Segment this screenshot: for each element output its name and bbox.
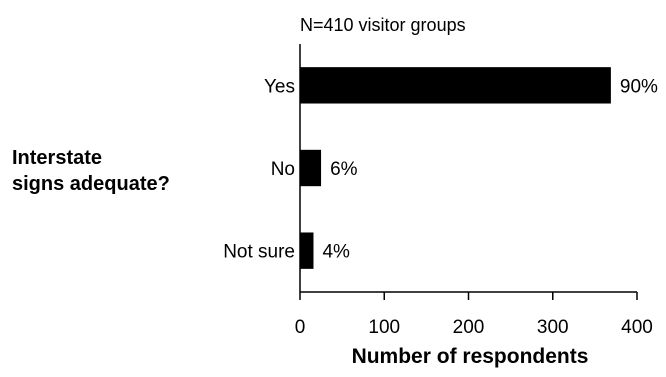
y-axis-title-line-1: Interstate <box>12 147 102 169</box>
category-label: Not sure <box>223 242 295 263</box>
bar-yes <box>300 67 611 104</box>
chart-subtitle: N=410 visitor groups <box>300 15 466 35</box>
bar-no <box>300 149 322 187</box>
y-axis-title-line-2: signs adequate? <box>12 173 170 195</box>
value-label: 6% <box>330 159 358 180</box>
category-label: Yes <box>264 76 295 97</box>
category-labels-group: Yes No Not sure <box>223 76 295 262</box>
x-tick-label: 200 <box>453 317 485 338</box>
bars-group <box>300 67 611 269</box>
value-labels-group: 90% 6% 4% <box>322 76 658 262</box>
x-tick-label: 300 <box>537 317 569 338</box>
x-tick-label: 400 <box>621 317 653 338</box>
value-label: 4% <box>322 242 350 263</box>
y-axis-title: Interstate signs adequate? <box>12 147 170 195</box>
value-label: 90% <box>620 76 658 97</box>
bar-not-sure <box>300 232 314 269</box>
x-tick-label: 0 <box>295 317 306 338</box>
x-ticks-group: 0 100 200 300 400 <box>295 292 653 338</box>
x-tick-label: 100 <box>368 317 400 338</box>
x-axis-title: Number of respondents <box>352 345 589 368</box>
category-label: No <box>271 159 295 180</box>
